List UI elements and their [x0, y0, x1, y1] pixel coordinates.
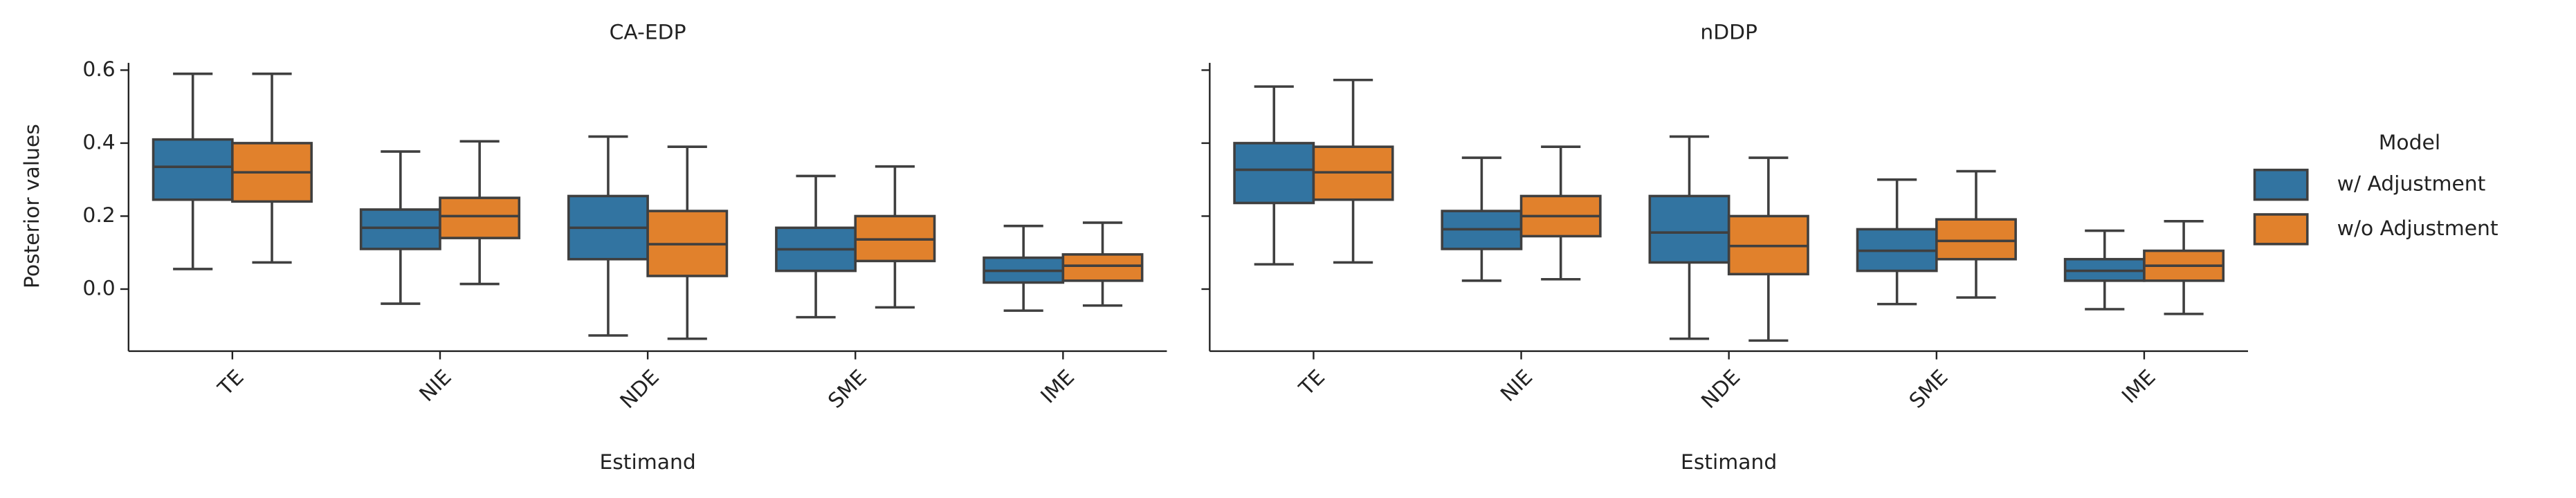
x-tick-label: IME [2117, 365, 2160, 408]
x-tick-label: NIE [415, 365, 457, 407]
x-tick-label: NIE [1496, 365, 1537, 407]
panel-title: nDDP [1700, 20, 1757, 44]
legend-label: w/ Adjustment [2337, 172, 2486, 196]
panel-title: CA-EDP [610, 20, 686, 44]
box [439, 196, 521, 239]
legend-swatch [2253, 168, 2309, 201]
box [1935, 218, 2017, 261]
x-tick-label: IME [1036, 365, 1079, 408]
legend-swatch [2253, 213, 2309, 246]
y-axis-label: Posterior values [20, 124, 44, 288]
x-tick-label: NDE [616, 365, 664, 414]
legend-title: Model [2379, 131, 2440, 155]
legend-label: w/o Adjustment [2337, 216, 2499, 241]
box [1061, 253, 1144, 282]
box [152, 138, 234, 201]
y-tick-label: 0.2 [82, 203, 115, 228]
y-tick-label: 0.6 [82, 57, 115, 82]
x-tick-label: SME [823, 365, 872, 414]
x-tick-label: TE [213, 365, 249, 401]
box [1233, 142, 1315, 205]
y-tick-label: 0.0 [82, 276, 115, 300]
x-tick-label: SME [1905, 365, 1953, 414]
box [1648, 194, 1730, 264]
x-tick-label: NDE [1697, 365, 1745, 414]
x-axis-label: Estimand [1681, 450, 1777, 474]
box [359, 208, 441, 250]
x-tick-label: TE [1294, 365, 1330, 401]
y-tick-label: 0.4 [82, 130, 115, 154]
x-axis-label: Estimand [599, 450, 695, 474]
